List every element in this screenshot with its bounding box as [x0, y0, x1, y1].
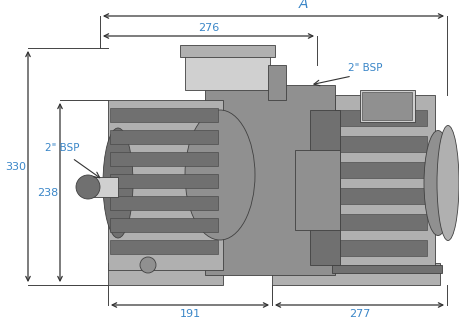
Bar [110, 218, 218, 232]
Bar [108, 263, 223, 285]
Bar [271, 263, 439, 285]
Circle shape [76, 175, 100, 199]
Text: 2" BSP: 2" BSP [45, 143, 79, 153]
Bar [334, 240, 426, 256]
Bar [205, 85, 334, 275]
Bar [334, 95, 434, 270]
Bar [334, 162, 426, 178]
Ellipse shape [423, 131, 451, 236]
Text: 238: 238 [37, 188, 58, 198]
Text: 277: 277 [348, 309, 369, 319]
Text: 276: 276 [197, 23, 218, 33]
Bar [110, 108, 218, 122]
Bar [334, 136, 426, 152]
Bar [110, 174, 218, 188]
Text: 330: 330 [5, 162, 26, 172]
Text: A: A [298, 0, 308, 11]
Text: 2" BSP: 2" BSP [347, 63, 382, 73]
Bar [334, 188, 426, 204]
Bar [268, 65, 285, 100]
Text: 191: 191 [179, 309, 200, 319]
Bar [185, 50, 269, 90]
Ellipse shape [436, 125, 458, 240]
Bar [88, 177, 118, 197]
Bar [294, 150, 339, 230]
Bar [309, 110, 339, 265]
Bar [331, 265, 441, 273]
Bar [359, 90, 414, 122]
Bar [334, 110, 426, 126]
Bar [110, 152, 218, 166]
Bar [361, 92, 411, 120]
Bar [110, 196, 218, 210]
Bar [179, 45, 274, 57]
Ellipse shape [185, 110, 254, 240]
Bar [108, 100, 223, 270]
Bar [110, 240, 218, 254]
Bar [334, 214, 426, 230]
Circle shape [140, 257, 156, 273]
Bar [110, 130, 218, 144]
Ellipse shape [103, 128, 133, 238]
